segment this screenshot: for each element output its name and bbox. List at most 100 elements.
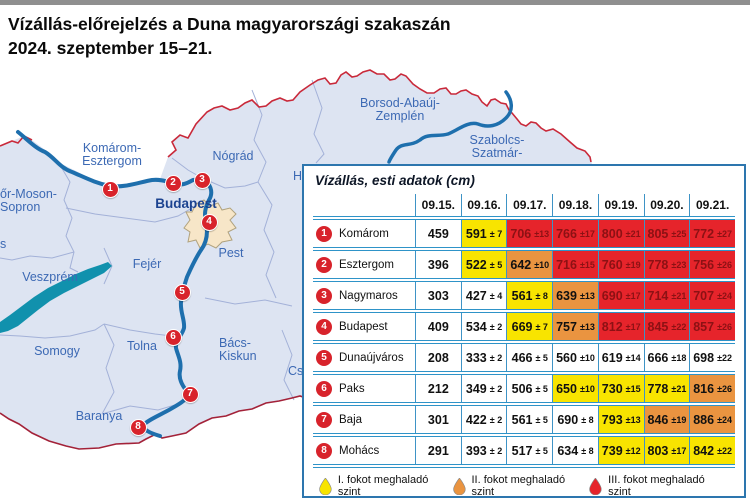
legend-item-1: I. fokot meghaladó szint: [319, 474, 453, 498]
county-label-fejer: Fejér: [132, 257, 162, 271]
value-cell: 706 ±13: [506, 220, 553, 247]
value-cell: 805 ±25: [643, 220, 690, 247]
water-level-value: 422: [465, 412, 487, 427]
uncertainty-value: ±25: [671, 228, 687, 239]
table-row-mohács: 8 Mohács 291 393 ± 2 517 ± 5 634 ± 8 739 ±12 803 ±17…: [313, 437, 735, 468]
station-number-badge: 6: [316, 380, 332, 397]
page-title: Vízállás-előrejelzés a Duna magyarország…: [8, 12, 451, 60]
water-level-value: 639: [556, 288, 577, 303]
station-name: Komárom: [339, 227, 389, 240]
county-label-gyor-moson-sopron: őr-Moson- Sopron: [0, 187, 57, 214]
value-cell: 803 ±17: [643, 437, 690, 464]
county-label-somogy: Somogy: [34, 344, 80, 358]
uncertainty-value: ±24: [717, 414, 733, 425]
value-cell: 466 ± 5: [506, 344, 552, 371]
uncertainty-value: ± 2: [489, 352, 503, 363]
uncertainty-value: ±12: [625, 445, 641, 456]
national-border-south: [0, 395, 307, 450]
table-row-budapest: 4 Budapest 409 534 ± 2 669 ± 7 757 ±13 812 ±17 845 ±…: [313, 313, 735, 344]
uncertainty-value: ±15: [579, 259, 595, 270]
table-row-esztergom: 2 Esztergom 396 522 ± 5 642 ±10 716 ±15 760 ±19 778…: [313, 251, 735, 282]
station-name-cell: 3 Nagymaros: [313, 282, 415, 309]
header-date-cell: 09.16.: [460, 194, 507, 216]
uncertainty-value: ±21: [625, 228, 641, 239]
county-label-veszprem: Veszprém: [22, 270, 78, 284]
uncertainty-value: ± 7: [535, 321, 548, 332]
county-label-szabolcs-szatmar: Szabolcs- Szatmár-: [469, 133, 525, 160]
county-label-borsod-abauj-zemplen: Borsod-Abaúj- Zemplén: [360, 96, 440, 123]
water-level-value: 561: [511, 412, 533, 427]
table-title: Vízállás, esti adatok (cm): [315, 173, 475, 188]
water-level-value: 560: [556, 350, 577, 365]
uncertainty-value: ± 8: [535, 290, 548, 301]
value-cell: 517 ± 5: [506, 437, 552, 464]
map-marker-2: 2: [164, 174, 182, 192]
water-level-value: 690: [601, 288, 623, 303]
water-level-value: 466: [511, 350, 533, 365]
water-level-value: 698: [693, 350, 715, 365]
station-name-cell: 5 Dunaújváros: [313, 344, 415, 371]
table-body: 1 Komárom 459 591 ± 7 706 ±13 766 ±17 800 ±21 805 ±2…: [313, 220, 735, 468]
uncertainty-value: ± 8: [581, 445, 594, 456]
value-cell: 690 ± 8: [552, 406, 598, 433]
uncertainty-value: ± 2: [489, 321, 503, 332]
value-cell: 561 ± 5: [506, 406, 552, 433]
county-label-budapest: Budapest: [155, 196, 217, 211]
uncertainty-value: ±22: [671, 321, 687, 332]
water-level-value: 534: [465, 319, 487, 334]
water-level-value: 349: [465, 381, 487, 396]
header-date-cell: 09.18.: [552, 194, 598, 216]
water-level-value: 690: [557, 412, 579, 427]
water-level-value: 301: [427, 412, 449, 427]
uncertainty-value: ±23: [671, 259, 687, 270]
value-cell: 459: [415, 220, 461, 247]
station-name-cell: 7 Baja: [313, 406, 415, 433]
table-row-baja: 7 Baja 301 422 ± 2 561 ± 5 690 ± 8 793 ±13 846 ±19 88…: [313, 406, 735, 437]
station-number-badge: 7: [316, 411, 332, 428]
map-marker-5: 5: [173, 283, 191, 301]
water-level-value: 757: [556, 319, 577, 334]
uncertainty-value: ±10: [579, 352, 595, 363]
station-name: Mohács: [339, 444, 380, 457]
station-number-badge: 4: [316, 318, 332, 335]
legend-label: I. fokot meghaladó szint: [337, 474, 429, 498]
value-cell: 212: [415, 375, 461, 402]
water-level-value: 846: [647, 412, 669, 427]
value-cell: 422 ± 2: [460, 406, 507, 433]
water-level-value: 333: [465, 350, 487, 365]
legend-label: II. fokot meghaladó szint: [471, 474, 566, 498]
water-level-value: 800: [601, 226, 623, 241]
water-level-value: 669: [511, 319, 533, 334]
uncertainty-value: ± 4: [489, 290, 503, 301]
value-cell: 845 ±22: [643, 313, 690, 340]
table-row-komárom: 1 Komárom 459 591 ± 7 706 ±13 766 ±17 800 ±21 805 ±2…: [313, 220, 735, 251]
water-level-value: 707: [693, 288, 715, 303]
water-level-value: 561: [511, 288, 533, 303]
county-label-heves: H: [293, 169, 303, 183]
value-cell: 349 ± 2: [460, 375, 507, 402]
national-border-north: [167, 69, 592, 163]
value-cell: 842 ±22: [689, 437, 735, 464]
water-level-value: 396: [427, 257, 449, 272]
value-cell: 760 ±19: [597, 251, 644, 278]
uncertainty-value: ±18: [671, 352, 687, 363]
station-name-cell: 2 Esztergom: [313, 251, 415, 278]
value-cell: 666 ±18: [643, 344, 690, 371]
water-level-value: 208: [427, 350, 449, 365]
station-number-badge: 2: [316, 256, 332, 273]
uncertainty-value: ± 5: [535, 445, 548, 456]
value-cell: 772 ±27: [689, 220, 735, 247]
water-drop-icon: [589, 477, 602, 495]
water-level-value: 291: [427, 443, 449, 458]
table-row-paks: 6 Paks 212 349 ± 2 506 ± 5 650 ±10 730 ±15 778 ±21 81…: [313, 375, 735, 406]
uncertainty-value: ±24: [717, 290, 733, 301]
value-cell: 619 ±14: [597, 344, 644, 371]
uncertainty-value: ± 5: [535, 352, 548, 363]
map-marker-3: 3: [193, 171, 211, 189]
legend-item-2: II. fokot meghaladó szint: [452, 474, 590, 498]
water-level-table-panel: Vízállás, esti adatok (cm) 09.15. 09.16. 0…: [302, 164, 746, 498]
water-level-value: 805: [647, 226, 669, 241]
station-name: Esztergom: [339, 258, 394, 271]
uncertainty-value: ±14: [625, 352, 641, 363]
uncertainty-value: ± 5: [489, 259, 503, 270]
